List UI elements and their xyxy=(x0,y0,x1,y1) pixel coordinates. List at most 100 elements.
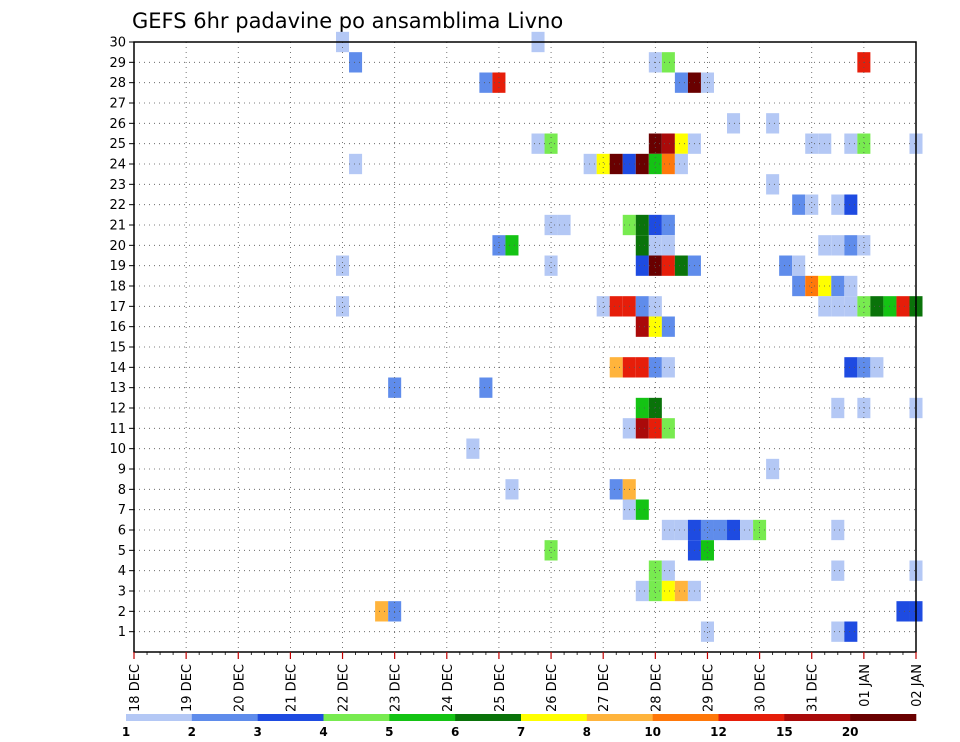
x-axis: 18 DEC 19 DEC 20 DEC 21 DEC 22 DEC 23 DEC 24 D… xyxy=(128,652,925,712)
legend-swatch-12 xyxy=(718,714,785,721)
legend-label-6: 6 xyxy=(451,725,459,739)
cell-79 xyxy=(896,296,910,317)
ytick-label-13: 13 xyxy=(109,381,126,396)
ytick-label-30: 30 xyxy=(109,36,126,51)
legend-swatch-10 xyxy=(652,714,719,721)
ytick-label-7: 7 xyxy=(118,503,126,518)
legend-label-5: 5 xyxy=(385,725,393,739)
cell-62 xyxy=(792,275,806,297)
cell-121 xyxy=(700,540,714,561)
ytick-label-3: 3 xyxy=(118,585,126,600)
color-legend: 1 2 3 4 5 6 7 8 10 12 15 20 xyxy=(122,714,917,739)
cell-101 xyxy=(648,418,662,439)
cell-104 xyxy=(766,458,780,480)
cell-76 xyxy=(857,296,871,317)
cell-55 xyxy=(635,255,649,276)
y-axis: 1234567891011121314151617181920212223242… xyxy=(109,36,134,640)
cell-84 xyxy=(609,357,623,378)
ytick-label-26: 26 xyxy=(109,117,126,132)
legend-swatch-20 xyxy=(850,714,917,721)
cell-72 xyxy=(648,296,662,317)
cell-102 xyxy=(661,418,675,439)
cell-133 xyxy=(896,601,910,622)
cell-53 xyxy=(336,255,350,276)
cell-43 xyxy=(661,214,675,236)
xtick-label-8: 26 DEC xyxy=(545,664,560,712)
cell-15 xyxy=(648,133,662,154)
cell-82 xyxy=(648,316,662,337)
cell-16 xyxy=(661,133,675,154)
ytick-label-19: 19 xyxy=(109,259,126,274)
cell-123 xyxy=(661,560,675,581)
cell-115 xyxy=(727,519,741,541)
cell-2 xyxy=(349,52,363,73)
cell-106 xyxy=(609,479,623,500)
xtick-label-11: 29 DEC xyxy=(701,664,716,712)
grid-layer xyxy=(134,42,916,652)
ytick-label-9: 9 xyxy=(118,463,126,478)
legend-swatch-8 xyxy=(586,714,653,721)
legend-swatch-1 xyxy=(126,714,193,721)
cell-110 xyxy=(661,519,675,541)
ytick-label-5: 5 xyxy=(118,544,126,559)
ytick-label-21: 21 xyxy=(109,219,126,234)
cell-22 xyxy=(857,133,871,154)
cell-118 xyxy=(831,519,845,541)
cell-27 xyxy=(609,153,623,175)
legend-label-4: 4 xyxy=(319,725,327,739)
ytick-label-16: 16 xyxy=(109,320,126,335)
cell-11 xyxy=(727,113,741,134)
legend-label-8: 8 xyxy=(583,725,591,739)
cell-96 xyxy=(831,397,845,419)
cell-81 xyxy=(635,316,649,337)
legend-swatch-2 xyxy=(191,714,258,721)
cell-69 xyxy=(609,296,623,317)
cell-32 xyxy=(674,153,688,175)
cell-12 xyxy=(766,113,780,134)
ytick-label-2: 2 xyxy=(118,605,126,620)
cell-34 xyxy=(792,194,806,215)
ytick-label-25: 25 xyxy=(109,137,126,152)
xtick-label-0: 18 DEC xyxy=(128,664,143,712)
cell-61 xyxy=(792,255,806,276)
ytick-label-22: 22 xyxy=(109,198,126,213)
xtick-label-12: 30 DEC xyxy=(754,664,769,712)
cell-71 xyxy=(635,296,649,317)
ytick-label-6: 6 xyxy=(118,524,126,539)
cell-131 xyxy=(375,601,389,622)
ytick-label-29: 29 xyxy=(109,56,126,71)
cell-4 xyxy=(661,52,675,73)
legend-label-10: 10 xyxy=(644,725,661,739)
xtick-label-1: 19 DEC xyxy=(180,664,195,712)
cell-93 xyxy=(479,377,493,398)
cell-77 xyxy=(870,296,884,317)
xtick-label-5: 23 DEC xyxy=(389,664,404,712)
legend-label-1: 1 xyxy=(122,725,130,739)
ytick-label-1: 1 xyxy=(118,625,126,640)
cell-60 xyxy=(779,255,793,276)
cell-116 xyxy=(740,519,754,541)
ytick-label-27: 27 xyxy=(109,97,126,112)
cell-47 xyxy=(648,235,662,256)
xtick-label-13: 31 DEC xyxy=(806,664,821,712)
cell-86 xyxy=(635,357,649,378)
xtick-label-14: 01 JAN xyxy=(858,664,873,707)
legend-swatch-15 xyxy=(784,714,851,721)
cell-126 xyxy=(635,580,649,602)
ytick-label-20: 20 xyxy=(109,239,126,254)
cell-103 xyxy=(466,438,480,459)
cell-89 xyxy=(844,357,858,378)
cell-111 xyxy=(674,519,688,541)
cell-29 xyxy=(635,153,649,175)
cell-48 xyxy=(661,235,675,256)
cell-135 xyxy=(700,621,714,642)
ytick-label-28: 28 xyxy=(109,76,126,91)
cell-30 xyxy=(648,153,662,175)
cell-66 xyxy=(844,275,858,297)
cell-136 xyxy=(831,621,845,642)
cell-8 xyxy=(674,72,688,93)
ytick-label-15: 15 xyxy=(109,341,126,356)
ytick-label-18: 18 xyxy=(109,280,126,295)
cell-129 xyxy=(674,580,688,602)
